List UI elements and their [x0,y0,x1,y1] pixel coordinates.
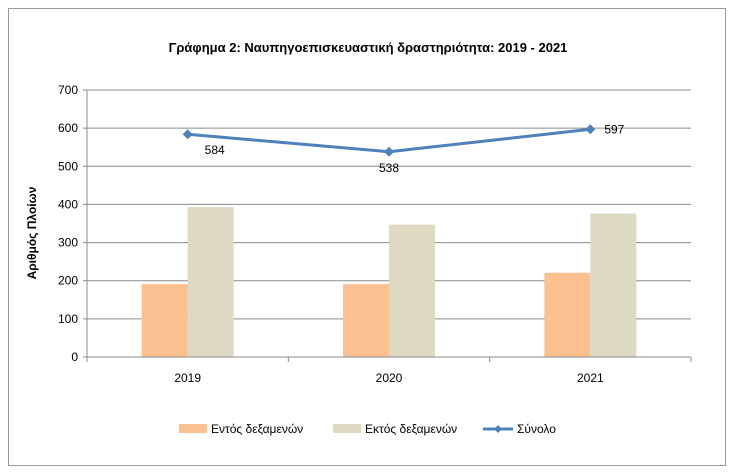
legend-marker [494,425,502,433]
x-tick-label: 2020 [376,371,403,385]
legend-item: Εντός δεξαμενών [179,422,303,436]
x-tick-label: 2019 [174,371,201,385]
y-tick-label: 400 [58,197,78,211]
bar-ektos-2019 [187,207,234,357]
line-marker-2020 [384,146,394,157]
y-tick-label: 500 [58,159,78,173]
chart-frame: Γράφημα 2: Ναυπηγοεπισκευαστική δραστηρι… [8,8,726,466]
y-tick-label: 100 [58,312,78,326]
legend-item: Σύνολο [483,422,556,436]
legend-label: Εκτός δεξαμενών [365,422,457,436]
chart-title: Γράφημα 2: Ναυπηγοεπισκευαστική δραστηρι… [169,40,568,55]
legend-item: Εκτός δεξαμενών [333,422,457,436]
legend-label: Σύνολο [517,422,556,436]
y-tick-label: 600 [58,121,78,135]
y-tick-label: 300 [58,236,78,250]
legend-swatch [333,424,361,433]
y-tick-label: 0 [71,350,78,364]
bar-layer [141,207,637,357]
bar-ektos-2020 [389,224,435,357]
bar-entos-2020 [343,284,389,357]
legend-swatch [179,424,207,433]
line-marker-2021 [585,124,596,135]
line-layer: 584 538 597 [182,122,625,175]
bar-ektos-2021 [590,213,637,357]
y-tick-label: 700 [58,83,78,97]
y-tick-label: 200 [58,274,78,288]
chart-svg: Γράφημα 2: Ναυπηγοεπισκευαστική δραστηρι… [25,40,692,436]
data-label-2020: 538 [379,161,399,175]
legend-label: Εντός δεξαμενών [211,422,303,436]
legend: Εντός δεξαμενών Εκτός δεξαμενών Σύνολο [179,422,556,436]
y-axis-title: Αριθμός Πλοίων [25,186,39,279]
data-label-2021: 597 [604,122,624,136]
bar-entos-2021 [544,272,591,357]
x-tick-label: 2021 [577,371,604,385]
bar-entos-2019 [141,284,188,357]
data-label-2019: 584 [205,143,225,157]
line-marker-2019 [182,129,193,140]
axis-layer: 0 100 200 300 400 500 600 700 2019 2020 2021 [58,83,692,385]
